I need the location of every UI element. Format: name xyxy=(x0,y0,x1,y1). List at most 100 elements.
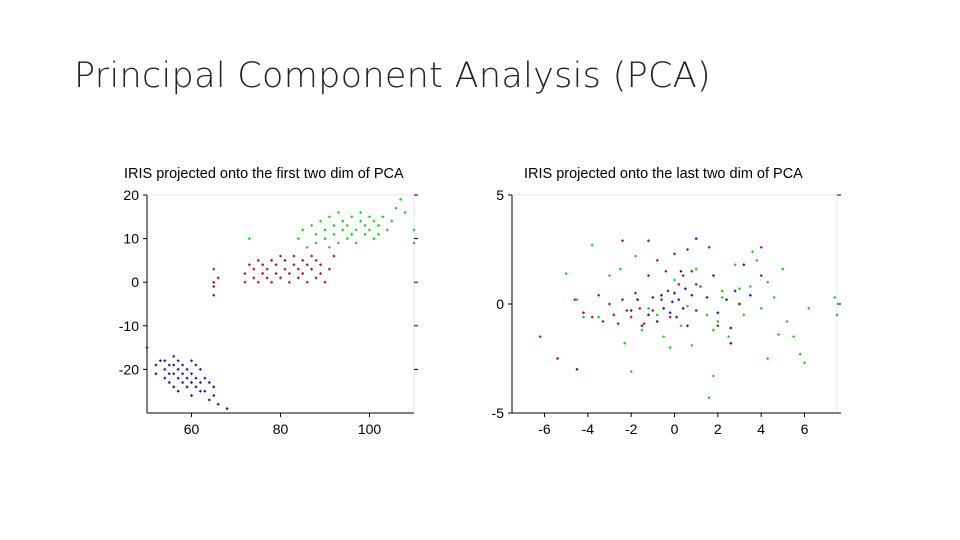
data-point-series-3 xyxy=(412,241,416,245)
data-point-series-1 xyxy=(185,376,189,380)
data-point-series-3 xyxy=(372,219,376,223)
data-point-series-2 xyxy=(296,276,300,280)
data-point-series-3 xyxy=(332,223,336,228)
y-tick-label: 20 xyxy=(123,187,139,203)
data-point-series-2 xyxy=(270,280,274,284)
data-point-series-3 xyxy=(679,324,683,328)
data-point-series-1 xyxy=(198,380,202,385)
data-point-series-1 xyxy=(724,298,729,302)
data-point-series-3 xyxy=(564,271,568,276)
data-point-series-3 xyxy=(742,313,746,317)
data-point-series-2 xyxy=(716,324,720,328)
data-point-series-2 xyxy=(292,254,296,258)
data-point-series-3 xyxy=(737,287,742,291)
data-point-series-1 xyxy=(181,372,185,376)
data-point-series-2 xyxy=(642,322,646,326)
data-point-series-2 xyxy=(646,239,651,243)
data-point-series-1 xyxy=(154,372,158,376)
data-point-series-1 xyxy=(189,380,194,385)
data-point-series-2 xyxy=(668,315,672,319)
x-tick-label: 0 xyxy=(671,421,679,437)
data-point-series-1 xyxy=(154,363,158,367)
data-point-series-1 xyxy=(651,295,655,300)
data-point-series-2 xyxy=(278,276,283,280)
x-tick-label: 80 xyxy=(273,421,289,437)
data-point-series-3 xyxy=(623,341,627,345)
data-point-series-1 xyxy=(158,359,162,363)
data-point-series-3 xyxy=(399,197,403,201)
data-point-series-2 xyxy=(327,267,332,271)
data-point-series-1 xyxy=(575,367,579,371)
x-tick-label: 100 xyxy=(358,421,382,437)
data-point-series-1 xyxy=(225,407,229,411)
data-point-series-2 xyxy=(318,271,323,276)
data-point-series-1 xyxy=(737,302,742,306)
data-point-series-2 xyxy=(694,282,698,286)
data-point-series-3 xyxy=(662,335,666,339)
data-point-series-3 xyxy=(755,258,759,262)
data-point-series-2 xyxy=(287,271,291,276)
data-point-series-3 xyxy=(646,306,651,310)
data-point-series-3 xyxy=(367,228,372,232)
data-point-series-2 xyxy=(759,274,763,278)
data-point-series-2 xyxy=(265,276,269,280)
data-point-series-3 xyxy=(336,210,340,215)
data-point-series-1 xyxy=(705,295,709,300)
data-point-series-1 xyxy=(207,398,211,402)
data-point-series-2 xyxy=(620,298,625,302)
chart-1-title: IRIS projected onto the first two dim of… xyxy=(124,166,404,182)
data-point-series-3 xyxy=(403,210,407,215)
data-point-series-2 xyxy=(265,267,269,271)
data-point-series-1 xyxy=(189,393,194,398)
data-point-series-2 xyxy=(590,315,594,319)
data-point-series-2 xyxy=(252,276,256,280)
data-point-series-3 xyxy=(350,232,354,236)
data-point-series-3 xyxy=(655,313,659,317)
data-point-series-3 xyxy=(835,313,839,317)
data-point-series-3 xyxy=(314,241,318,245)
data-point-series-2 xyxy=(646,274,651,278)
data-point-series-3 xyxy=(781,267,785,271)
data-point-series-2 xyxy=(633,291,638,295)
data-point-series-1 xyxy=(729,341,733,345)
data-point-series-3 xyxy=(727,335,731,339)
data-point-series-3 xyxy=(629,369,633,374)
data-point-series-3 xyxy=(776,332,781,337)
data-point-series-1 xyxy=(189,359,194,363)
data-point-series-1 xyxy=(185,385,189,389)
data-point-series-3 xyxy=(301,228,305,232)
data-point-series-2 xyxy=(601,319,605,324)
data-point-series-2 xyxy=(274,263,278,267)
data-point-series-1 xyxy=(729,326,733,330)
data-point-series-2 xyxy=(597,293,601,297)
data-point-series-2 xyxy=(314,276,318,280)
data-point-series-3 xyxy=(833,295,837,300)
data-point-series-3 xyxy=(720,295,724,300)
data-point-series-3 xyxy=(376,223,380,228)
data-point-series-1 xyxy=(212,385,216,389)
data-point-series-2 xyxy=(707,245,711,249)
data-point-series-3 xyxy=(327,245,332,249)
data-point-series-2 xyxy=(243,271,247,276)
x-tick-label: -6 xyxy=(538,421,551,437)
data-point-series-3 xyxy=(792,335,796,339)
data-point-series-1 xyxy=(748,293,752,297)
data-point-series-1 xyxy=(181,363,185,367)
data-point-series-1 xyxy=(659,293,664,297)
data-point-series-3 xyxy=(247,237,251,241)
data-point-series-3 xyxy=(690,343,694,348)
data-point-series-1 xyxy=(668,311,672,315)
data-point-series-2 xyxy=(261,271,265,276)
data-point-series-3 xyxy=(345,223,349,228)
data-point-series-1 xyxy=(176,359,180,363)
data-point-series-2 xyxy=(655,258,659,262)
data-point-series-1 xyxy=(189,372,194,376)
data-point-series-3 xyxy=(376,232,380,236)
data-point-series-2 xyxy=(305,263,309,267)
data-point-series-3 xyxy=(296,237,300,241)
data-point-series-3 xyxy=(759,306,763,310)
data-point-series-1 xyxy=(172,385,176,389)
data-point-series-3 xyxy=(332,232,336,236)
data-point-series-3 xyxy=(381,215,385,219)
data-point-series-3 xyxy=(363,223,367,228)
